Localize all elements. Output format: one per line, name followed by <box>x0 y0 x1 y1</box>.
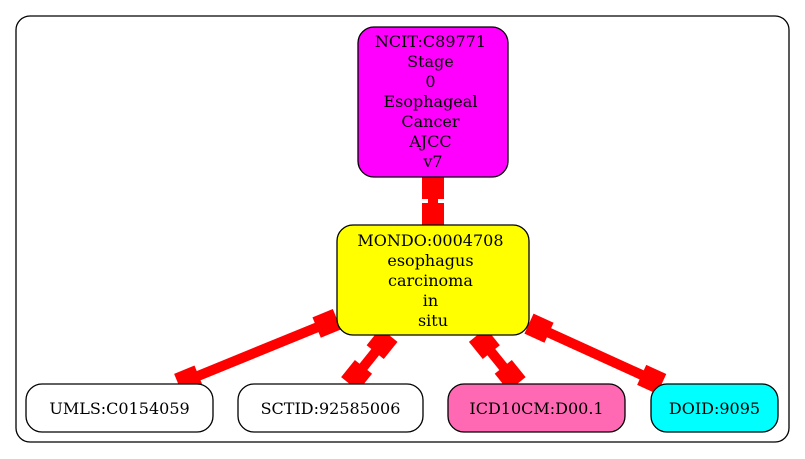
svg-text:SCTID:92585006: SCTID:92585006 <box>261 399 401 418</box>
edge-mondo-doid-tail-box <box>524 313 554 343</box>
sctid-label: SCTID:92585006 <box>261 399 401 418</box>
ncit-label-line-5: Cancer <box>401 112 460 131</box>
mondo-label-line-2: esophagus <box>387 251 473 270</box>
ncit-label-line-1: NCIT:C89771 <box>375 32 486 51</box>
svg-text:UMLS:C0154059: UMLS:C0154059 <box>49 399 189 418</box>
ncit-label-line-4: Esophageal <box>383 92 477 111</box>
edge-mondo-icd10cm-tail-box <box>468 328 500 360</box>
mondo-label-line-1: MONDO:0004708 <box>357 231 503 250</box>
edge-mondo-sctid-head-box <box>341 359 373 391</box>
ncit-label-line-7: v7 <box>422 152 442 171</box>
mondo-label-line-4: in <box>423 291 438 310</box>
edge-mondo-umls <box>186 318 329 385</box>
svg-text:NCIT:C89771 Stage: NCIT:C89771 Stage 0 Esophageal Cancer AJ… <box>375 32 491 171</box>
svg-text:MONDO:0004708 esophagus: MONDO:0004708 esophagus carcinoma in sit… <box>357 231 508 330</box>
doid-label: DOID:9095 <box>669 399 760 418</box>
node-doid[interactable]: DOID:9095 <box>650 383 779 433</box>
edge-ncit-mondo-head-box <box>422 203 444 225</box>
svg-text:ICD10CM:D00.1: ICD10CM:D00.1 <box>469 399 603 418</box>
edge-mondo-umls-tail-box <box>312 309 342 338</box>
edge-mondo-sctid-tail-box <box>366 328 398 360</box>
node-sctid[interactable]: SCTID:92585006 <box>237 383 424 433</box>
cluster-border <box>15 15 790 443</box>
edge-ncit-mondo-tail-box <box>422 177 444 199</box>
svg-text:DOID:9095: DOID:9095 <box>669 399 760 418</box>
edge-mondo-doid <box>536 323 654 384</box>
node-ncit[interactable]: NCIT:C89771 Stage 0 Esophageal Cancer AJ… <box>357 26 509 178</box>
icd10cm-label: ICD10CM:D00.1 <box>469 399 603 418</box>
node-mondo[interactable]: MONDO:0004708 esophagus carcinoma in sit… <box>336 224 530 336</box>
ncit-label-line-2: Stage <box>407 52 454 71</box>
edge-mondo-icd10cm-head-box <box>494 359 526 391</box>
umls-label: UMLS:C0154059 <box>49 399 189 418</box>
mondo-label-line-3: carcinoma <box>388 271 473 290</box>
ncit-label-line-6: AJCC <box>408 132 451 151</box>
ncit-label-line-3: 0 <box>425 72 435 91</box>
mondo-label-line-5: situ <box>418 311 448 330</box>
node-umls[interactable]: UMLS:C0154059 <box>25 383 214 433</box>
node-icd10cm[interactable]: ICD10CM:D00.1 <box>447 383 626 433</box>
